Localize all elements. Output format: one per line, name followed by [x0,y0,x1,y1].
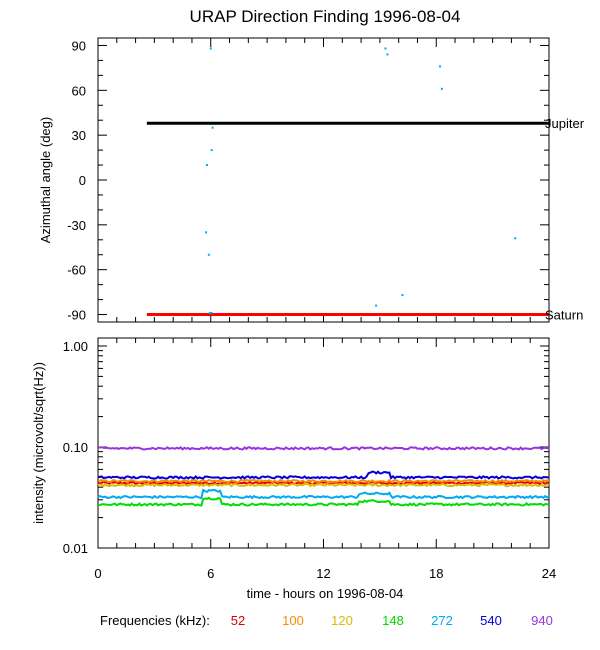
intensity-y-axis-label: intensity (microvolt/sqrt(Hz)) [31,362,46,524]
direction-y-ticks: 90 60 30 0 -30 -60 -90 [67,38,549,323]
direction-panel: Azimuthal angle (deg) 90 60 30 0 -30 -60 -90 J… [38,37,585,323]
data-point [386,53,389,56]
data-point [207,253,210,256]
y-tick-label: -60 [67,263,86,278]
data-point [439,65,442,68]
legend-title: Frequencies (kHz): [100,613,210,628]
reference-line-label: Jupiter [545,116,585,131]
legend-entry: 52 [231,613,245,628]
y-tick-label: 0.01 [63,541,88,556]
y-tick-label: 60 [72,83,86,98]
intensity-x-ticks: 0 6 12 18 24 [94,338,556,581]
direction-y-axis-label: Azimuthal angle (deg) [38,117,53,243]
y-tick-label: 0.10 [63,440,88,455]
intensity-series [97,445,550,507]
data-point [210,312,213,315]
legend-entry: 540 [480,613,502,628]
direction-x-ticks [97,38,550,322]
x-axis-label: time - hours on 1996-08-04 [247,586,404,601]
legend-entry: 100 [282,613,304,628]
legend-entry: 148 [382,613,404,628]
intensity-plot-frame [97,337,550,549]
y-tick-label: -90 [67,308,86,323]
chart-title: URAP Direction Finding 1996-08-04 [190,7,461,26]
y-tick-label: 90 [72,38,86,53]
intensity-line [97,470,550,480]
y-tick-label: -30 [67,218,86,233]
intensity-line [97,445,550,451]
reference-lines: Jupiter Saturn [146,116,585,323]
x-tick-label: 18 [429,566,443,581]
data-point [205,164,208,167]
intensity-line [97,496,550,507]
intensity-panel: intensity (microvolt/sqrt(Hz)) 1.00 0.10 0… [31,337,556,601]
data-point [375,304,378,307]
legend-entry: 120 [331,613,353,628]
y-tick-label: 1.00 [63,339,88,354]
legend-entry: 940 [531,613,553,628]
reference-line-label: Saturn [545,308,583,323]
data-point [209,47,212,50]
y-tick-label: 30 [72,128,86,143]
intensity-y-ticks: 1.00 0.10 0.01 [63,339,549,556]
intensity-line [97,482,550,488]
direction-points [205,47,517,315]
data-point [208,312,211,315]
legend-entry: 272 [431,613,453,628]
data-point [205,231,208,234]
x-tick-label: 6 [207,566,214,581]
data-point [440,87,443,90]
data-point [384,47,387,50]
data-point [211,126,214,129]
frequency-legend: Frequencies (kHz): 52 100 120 148 272 540 940 [100,613,553,628]
x-tick-label: 0 [94,566,101,581]
y-tick-label: 0 [79,173,86,188]
intensity-line [97,488,550,500]
data-point [210,149,213,152]
direction-plot-frame [97,37,550,323]
x-tick-label: 12 [316,566,330,581]
data-point [514,237,517,240]
x-tick-label: 24 [542,566,556,581]
intensity-line [97,478,549,484]
data-point [401,294,404,297]
